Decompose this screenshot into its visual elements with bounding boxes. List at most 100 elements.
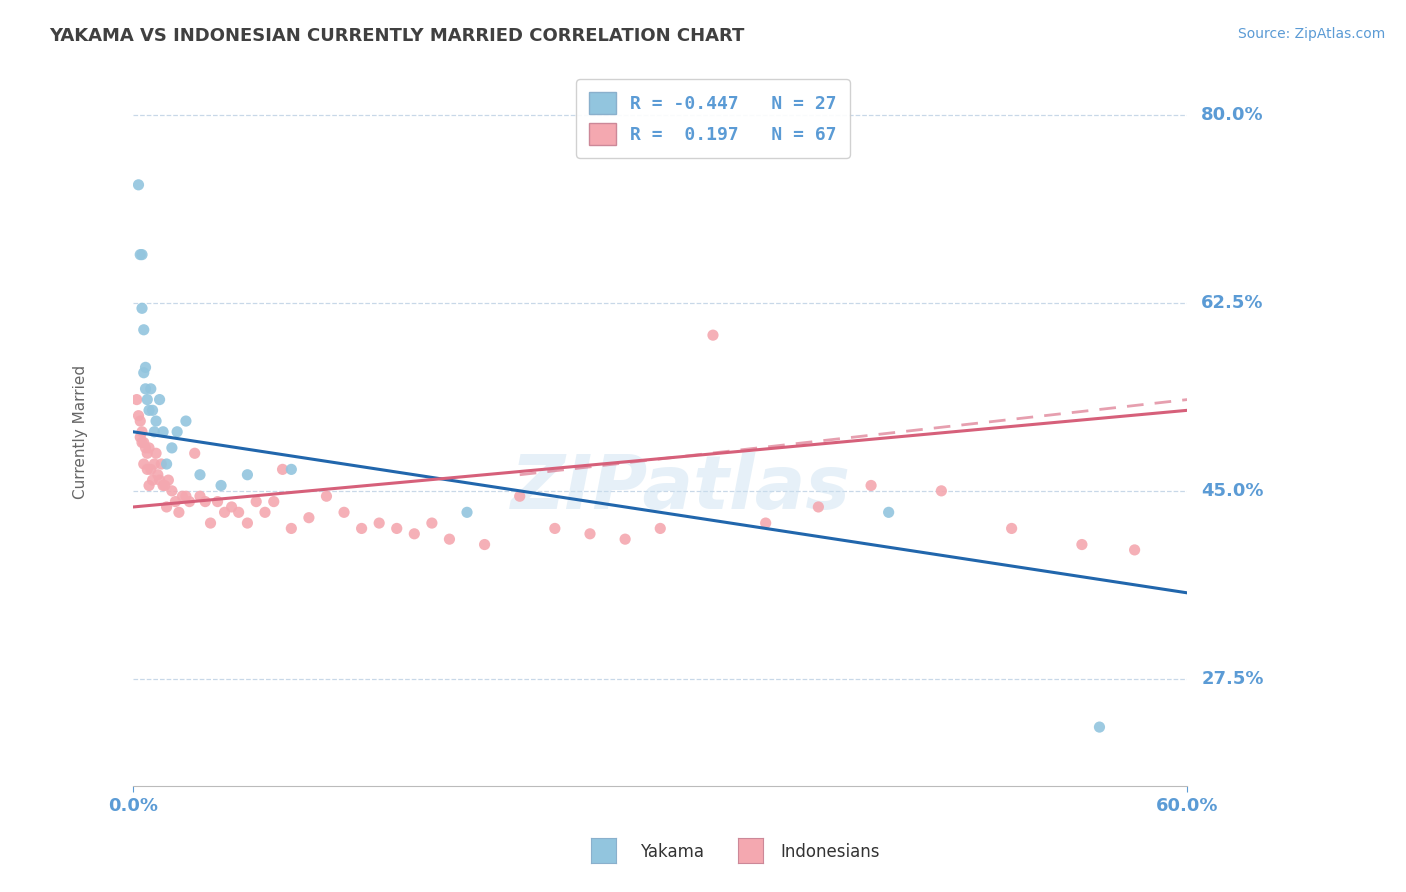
Point: [172, 489, 194, 503]
Point: [221, 500, 243, 514]
Text: ZIPatlas: ZIPatlas: [512, 452, 852, 525]
Point: [152, 425, 174, 439]
Legend: R = -0.447   N = 27, R =  0.197   N = 67: R = -0.447 N = 27, R = 0.197 N = 67: [576, 79, 849, 158]
Text: 80.0%: 80.0%: [1201, 106, 1264, 124]
Point: [128, 409, 150, 423]
Point: [1088, 720, 1111, 734]
Point: [209, 478, 232, 492]
Point: [188, 489, 211, 503]
Point: [134, 360, 156, 375]
Text: YAKAMA VS INDONESIAN CURRENTLY MARRIED CORRELATION CHART: YAKAMA VS INDONESIAN CURRENTLY MARRIED C…: [49, 27, 745, 45]
Point: [146, 467, 169, 482]
Text: Indonesians: Indonesians: [780, 843, 880, 861]
Point: [155, 500, 177, 514]
Point: [138, 478, 160, 492]
Point: [165, 494, 187, 508]
Point: [143, 425, 166, 439]
Point: [280, 462, 302, 476]
Point: [420, 516, 443, 530]
Point: [174, 414, 197, 428]
Point: [138, 403, 160, 417]
Point: [152, 478, 174, 492]
Point: [214, 505, 236, 519]
Point: [228, 505, 250, 519]
Point: [134, 441, 156, 455]
Point: [650, 521, 672, 535]
Point: [194, 494, 217, 508]
Point: [315, 489, 337, 503]
Point: [125, 392, 148, 407]
Point: [368, 516, 391, 530]
Point: [166, 425, 188, 439]
Point: [138, 441, 160, 455]
Point: [167, 505, 190, 519]
Point: [145, 414, 167, 428]
Point: [148, 473, 170, 487]
Point: [183, 446, 205, 460]
Point: [253, 505, 276, 519]
Point: [385, 521, 408, 535]
Point: [131, 435, 153, 450]
Point: [129, 247, 152, 261]
Point: [160, 441, 183, 455]
Point: [136, 446, 159, 460]
Text: 45.0%: 45.0%: [1201, 482, 1264, 500]
Point: [179, 494, 201, 508]
Point: [139, 382, 162, 396]
Point: [614, 532, 637, 546]
Point: [404, 526, 426, 541]
Point: [141, 403, 163, 417]
Point: [129, 414, 152, 428]
Point: [298, 510, 321, 524]
Point: [157, 473, 180, 487]
Point: [153, 478, 176, 492]
Point: [702, 328, 724, 343]
Text: Source: ZipAtlas.com: Source: ZipAtlas.com: [1237, 27, 1385, 41]
Point: [439, 532, 461, 546]
Text: Currently Married: Currently Married: [73, 365, 89, 499]
Text: 27.5%: 27.5%: [1201, 670, 1264, 688]
Point: [807, 500, 830, 514]
Point: [136, 462, 159, 476]
Point: [148, 392, 170, 407]
Point: [245, 494, 267, 508]
Point: [131, 247, 153, 261]
Point: [131, 425, 153, 439]
Point: [271, 462, 294, 476]
Point: [139, 462, 162, 476]
Point: [134, 382, 156, 396]
Point: [931, 483, 953, 498]
Point: [200, 516, 222, 530]
Text: 62.5%: 62.5%: [1201, 294, 1264, 312]
Point: [333, 505, 356, 519]
Point: [755, 516, 778, 530]
Point: [136, 392, 159, 407]
Point: [129, 430, 152, 444]
Point: [236, 467, 259, 482]
Point: [280, 521, 302, 535]
Point: [877, 505, 900, 519]
Point: [1123, 542, 1146, 557]
Point: [860, 478, 883, 492]
Point: [132, 435, 155, 450]
Point: [155, 457, 177, 471]
Point: [1001, 521, 1024, 535]
Point: [579, 526, 602, 541]
Point: [128, 178, 150, 192]
Point: [132, 457, 155, 471]
Point: [350, 521, 373, 535]
Point: [509, 489, 531, 503]
Point: [143, 457, 166, 471]
Point: [544, 521, 567, 535]
Point: [132, 323, 155, 337]
Point: [132, 366, 155, 380]
Point: [145, 446, 167, 460]
Point: [131, 301, 153, 316]
Point: [160, 483, 183, 498]
Point: [174, 489, 197, 503]
Point: [150, 457, 173, 471]
Point: [1070, 537, 1092, 551]
Point: [474, 537, 496, 551]
Text: Yakama: Yakama: [640, 843, 704, 861]
Point: [207, 494, 229, 508]
